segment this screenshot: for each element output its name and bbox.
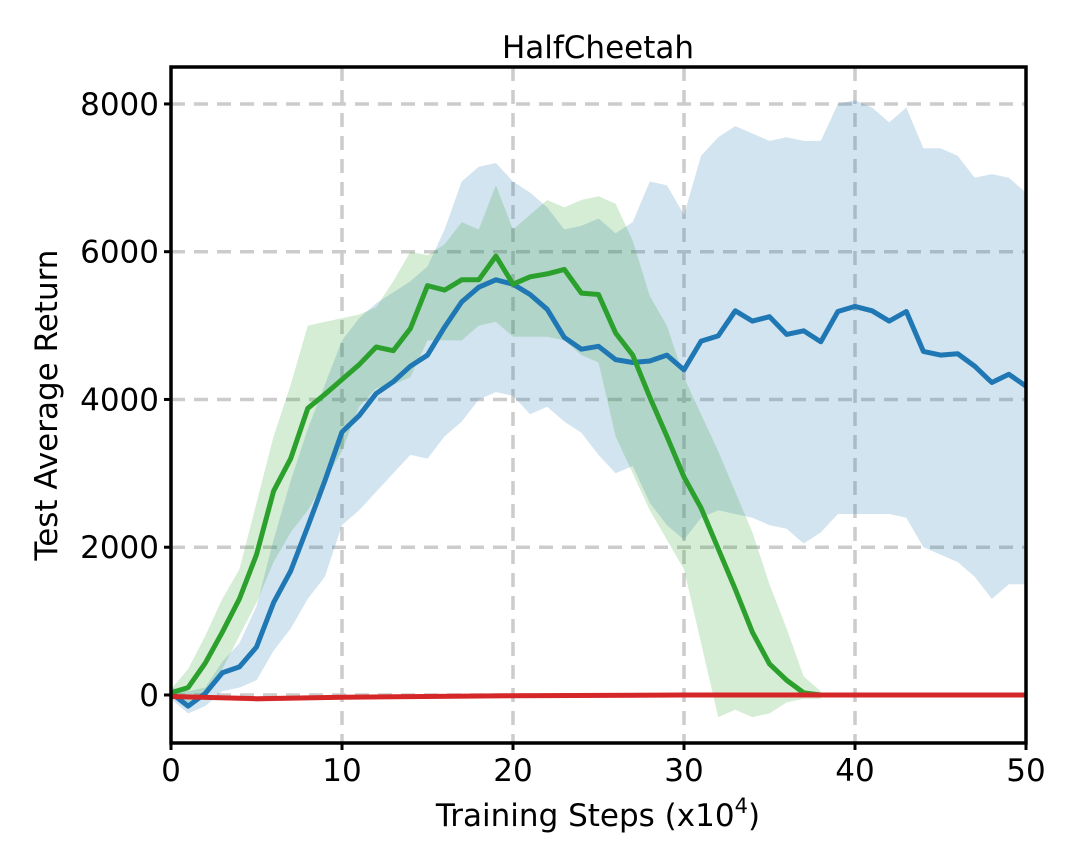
- x-tick-label: 0: [161, 753, 181, 789]
- x-axis-title-main: Training Steps (x10: [435, 798, 735, 834]
- x-axis-title-superscript: 4: [735, 794, 748, 818]
- y-axis: 0 2000 4000 6000 8000: [80, 87, 171, 714]
- x-tick-label: 20: [493, 753, 532, 789]
- y-tick-label: 2000: [80, 530, 159, 566]
- y-tick-label: 8000: [80, 87, 159, 123]
- line-blue: [171, 277, 1026, 709]
- y-axis-title: Test Average Return: [29, 250, 65, 562]
- x-tick-label: 40: [835, 753, 874, 789]
- line-red: [171, 692, 1026, 702]
- band-green: [171, 185, 821, 718]
- plot-frame: [169, 65, 1028, 745]
- x-axis-title-suffix: ): [748, 798, 760, 834]
- x-axis-title: Training Steps (x104): [435, 794, 760, 834]
- y-tick-label: 0: [139, 678, 159, 714]
- series-lines: [171, 253, 1026, 709]
- line-green: [171, 253, 822, 698]
- chart-title: HalfCheetah: [502, 30, 694, 66]
- x-tick-label: 50: [1006, 753, 1045, 789]
- x-tick-label: 10: [322, 753, 361, 789]
- confidence-bands: [171, 100, 1026, 718]
- x-tick-label: 30: [664, 753, 703, 789]
- band-blue: [171, 100, 1026, 714]
- y-tick-label: 6000: [80, 235, 159, 271]
- grid: [171, 67, 1026, 743]
- y-tick-label: 4000: [80, 382, 159, 418]
- x-axis: 0 10 20 30 40 50: [161, 743, 1046, 789]
